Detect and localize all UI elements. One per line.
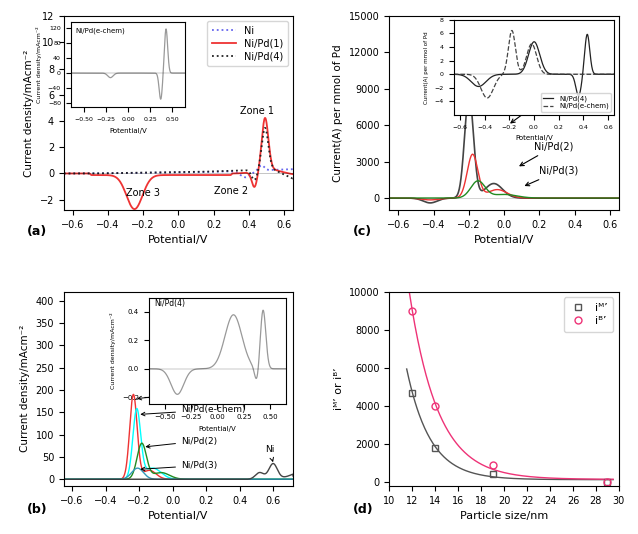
Line: iᴮ’: iᴮ’ [409,308,611,485]
X-axis label: Potential/V: Potential/V [474,235,535,246]
iᴮ’ [489,462,496,468]
Ni [242,174,249,180]
Text: (c): (c) [353,225,372,239]
Line: iᴹ’: iᴹ’ [409,389,611,485]
Text: Ni: Ni [265,445,274,461]
iᴮ’ [604,479,611,485]
Legend: iᴹ’, iᴮ’: iᴹ’, iᴮ’ [564,297,613,332]
Y-axis label: Current density/mAcm⁻²: Current density/mAcm⁻² [24,50,34,177]
Y-axis label: Current density/mAcm⁻²: Current density/mAcm⁻² [20,325,30,452]
Legend: Ni, Ni/Pd(1), Ni/Pd(4): Ni, Ni/Pd(1), Ni/Pd(4) [207,21,288,66]
iᴮ’ [408,308,416,314]
Text: Ni/Pd(e-chem): Ni/Pd(e-chem) [142,405,246,416]
Ni/Pd(4) [218,168,225,175]
Text: Zone 2: Zone 2 [214,186,248,197]
Text: Ni/Pd(3): Ni/Pd(3) [141,461,218,471]
Ni [243,174,251,180]
Ni [84,170,91,177]
iᴹ’ [431,445,439,451]
Y-axis label: Current(A) per mmol of Pd: Current(A) per mmol of Pd [334,44,343,182]
iᴹ’ [489,470,496,477]
Ni/Pd(4) [262,124,269,131]
Text: Zone 3: Zone 3 [126,188,160,198]
X-axis label: Particle size/nm: Particle size/nm [460,511,548,521]
Ni/Pd(1) [84,170,91,177]
Ni/Pd(4) [84,170,91,177]
Ni/Pd(1) [153,172,161,179]
Text: Ni/Pd(3): Ni/Pd(3) [526,166,579,186]
Ni/Pd(1) [60,170,68,177]
Ni [239,173,246,179]
iᴹ’ [604,479,611,485]
Text: (a): (a) [27,225,47,239]
Ni/Pd(4) [239,167,246,174]
Ni/Pd(4) [251,177,258,183]
Line: Ni/Pd(4): Ni/Pd(4) [64,128,293,180]
Ni/Pd(4) [60,170,68,177]
Ni [60,170,68,177]
iᴹ’ [408,389,416,396]
X-axis label: Potential/V: Potential/V [148,235,209,246]
Ni/Pd(1) [131,206,138,213]
X-axis label: Potential/V: Potential/V [148,511,209,521]
Line: Ni/Pd(1): Ni/Pd(1) [64,118,293,209]
Ni [152,169,160,176]
Y-axis label: iᴹ’ or iᴮ’: iᴹ’ or iᴮ’ [334,367,344,410]
Text: Ni/Pd(2): Ni/Pd(2) [520,142,574,166]
Ni/Pd(4) [290,174,297,180]
Ni/Pd(1) [218,172,225,178]
Ni/Pd(1) [243,170,251,176]
iᴮ’ [431,403,439,409]
Text: Ni/Pd(2): Ni/Pd(2) [146,436,217,448]
Text: (b): (b) [27,503,48,516]
Ni/Pd(4) [161,169,168,176]
Ni/Pd(1) [262,115,269,121]
Ni/Pd(4) [152,169,160,176]
Text: Ni/Pd(1): Ni/Pd(1) [138,388,218,400]
Ni/Pd(1) [290,171,297,177]
Text: Ni/Pd(1): Ni/Pd(1) [511,93,565,123]
Ni [161,169,168,176]
Line: Ni: Ni [64,166,293,177]
Ni [218,168,225,175]
Text: Zone 1: Zone 1 [241,106,274,116]
Ni [258,162,265,169]
Text: (d): (d) [353,503,373,516]
Ni/Pd(1) [239,170,247,176]
Ni/Pd(4) [243,167,251,174]
Ni [290,168,297,174]
Ni/Pd(1) [161,172,169,178]
